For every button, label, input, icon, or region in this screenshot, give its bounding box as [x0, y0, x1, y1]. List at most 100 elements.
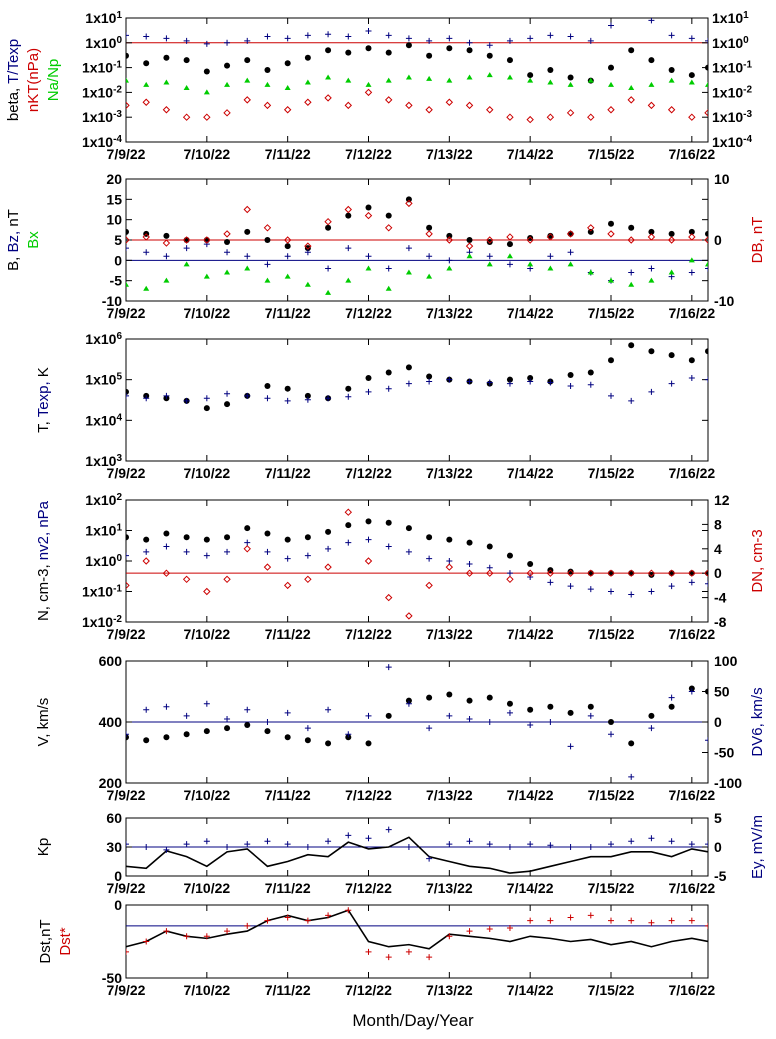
right-tick-label: -10	[714, 293, 734, 309]
data-point	[486, 569, 494, 577]
data-point	[223, 230, 231, 238]
x-tick-label: 7/13/22	[426, 626, 473, 642]
y-tick-label: 1x101	[85, 522, 122, 539]
data-point	[668, 32, 675, 39]
data-point	[426, 954, 433, 961]
data-point	[688, 72, 695, 79]
data-point	[284, 385, 291, 392]
x-tick-label: 7/16/22	[668, 465, 715, 481]
panel-series	[126, 196, 708, 295]
data-point	[647, 233, 656, 241]
data-point	[705, 261, 708, 267]
data-point	[546, 569, 555, 577]
y-tick-label: 400	[99, 714, 123, 730]
data-point	[628, 342, 635, 349]
data-point	[244, 57, 251, 64]
y-tick-label: 1x103	[85, 453, 122, 470]
data-point	[506, 570, 513, 577]
data-point	[445, 98, 454, 106]
panel-series	[126, 826, 708, 874]
data-point	[203, 405, 210, 412]
data-point	[446, 35, 453, 42]
data-point	[526, 236, 534, 244]
right-tick-label: 0	[714, 714, 722, 730]
right-tick-label: 1x101	[712, 10, 749, 27]
data-point	[647, 569, 656, 577]
data-point	[466, 697, 473, 704]
data-point	[183, 245, 190, 252]
data-point	[325, 395, 332, 402]
data-point	[608, 570, 614, 577]
data-point	[203, 587, 211, 596]
data-point	[486, 72, 493, 78]
data-point	[263, 101, 272, 110]
data-point	[547, 579, 554, 586]
data-point	[203, 241, 210, 248]
data-point	[688, 685, 695, 692]
data-point	[405, 35, 412, 42]
data-point	[224, 725, 231, 732]
data-point	[183, 534, 190, 541]
data-point	[608, 392, 614, 399]
left-axis-label-2: Dst*	[57, 927, 74, 956]
data-point	[126, 236, 130, 244]
y-tick-label: -5	[110, 273, 123, 289]
data-point	[365, 253, 372, 260]
panel-series	[126, 907, 708, 961]
data-point	[567, 230, 574, 237]
data-point	[405, 42, 412, 49]
data-point	[365, 204, 372, 211]
data-point	[203, 552, 210, 559]
data-point	[547, 379, 554, 386]
data-point	[426, 52, 433, 59]
data-point	[704, 569, 708, 577]
data-point	[283, 581, 292, 590]
right-tick-label: 1x10-4	[712, 134, 752, 151]
data-point	[304, 98, 312, 106]
data-point	[648, 388, 655, 395]
data-point	[607, 106, 615, 114]
data-point	[486, 543, 493, 550]
data-point	[486, 236, 494, 244]
data-point	[405, 700, 412, 707]
data-point	[345, 277, 352, 283]
data-point	[506, 261, 513, 268]
y-tick-label: 1x10-3	[82, 109, 122, 126]
data-point	[648, 277, 655, 283]
data-point	[365, 388, 372, 395]
data-point	[385, 664, 392, 671]
x-tick-label: 7/11/22	[265, 465, 311, 481]
data-point	[628, 591, 635, 598]
x-tick-label: 7/15/22	[588, 465, 635, 481]
data-point	[466, 715, 473, 722]
data-point	[325, 265, 332, 272]
data-point	[385, 96, 393, 104]
data-point	[446, 77, 453, 83]
data-point	[385, 49, 392, 56]
y-tick-label: 0	[114, 897, 122, 913]
data-point	[405, 196, 412, 203]
data-point	[628, 570, 635, 577]
data-point	[547, 253, 554, 260]
right-tick-label: 1x100	[712, 34, 749, 51]
x-axis-title: Month/Day/Year	[352, 1011, 474, 1030]
data-point	[627, 236, 635, 244]
data-point	[325, 545, 332, 552]
data-point	[688, 570, 695, 577]
data-point	[547, 232, 554, 239]
data-point	[344, 508, 352, 516]
data-point	[527, 35, 534, 42]
data-point	[648, 835, 655, 842]
x-tick-label: 7/16/22	[668, 626, 715, 642]
y-tick-label: 1x102	[85, 492, 122, 509]
data-point	[527, 706, 534, 713]
data-point	[264, 67, 271, 74]
data-point	[264, 33, 271, 40]
x-tick-label: 7/14/22	[507, 146, 554, 162]
data-point	[324, 563, 332, 571]
data-point	[546, 113, 555, 121]
data-point	[506, 253, 513, 259]
data-point	[385, 285, 392, 291]
data-point	[143, 395, 150, 402]
